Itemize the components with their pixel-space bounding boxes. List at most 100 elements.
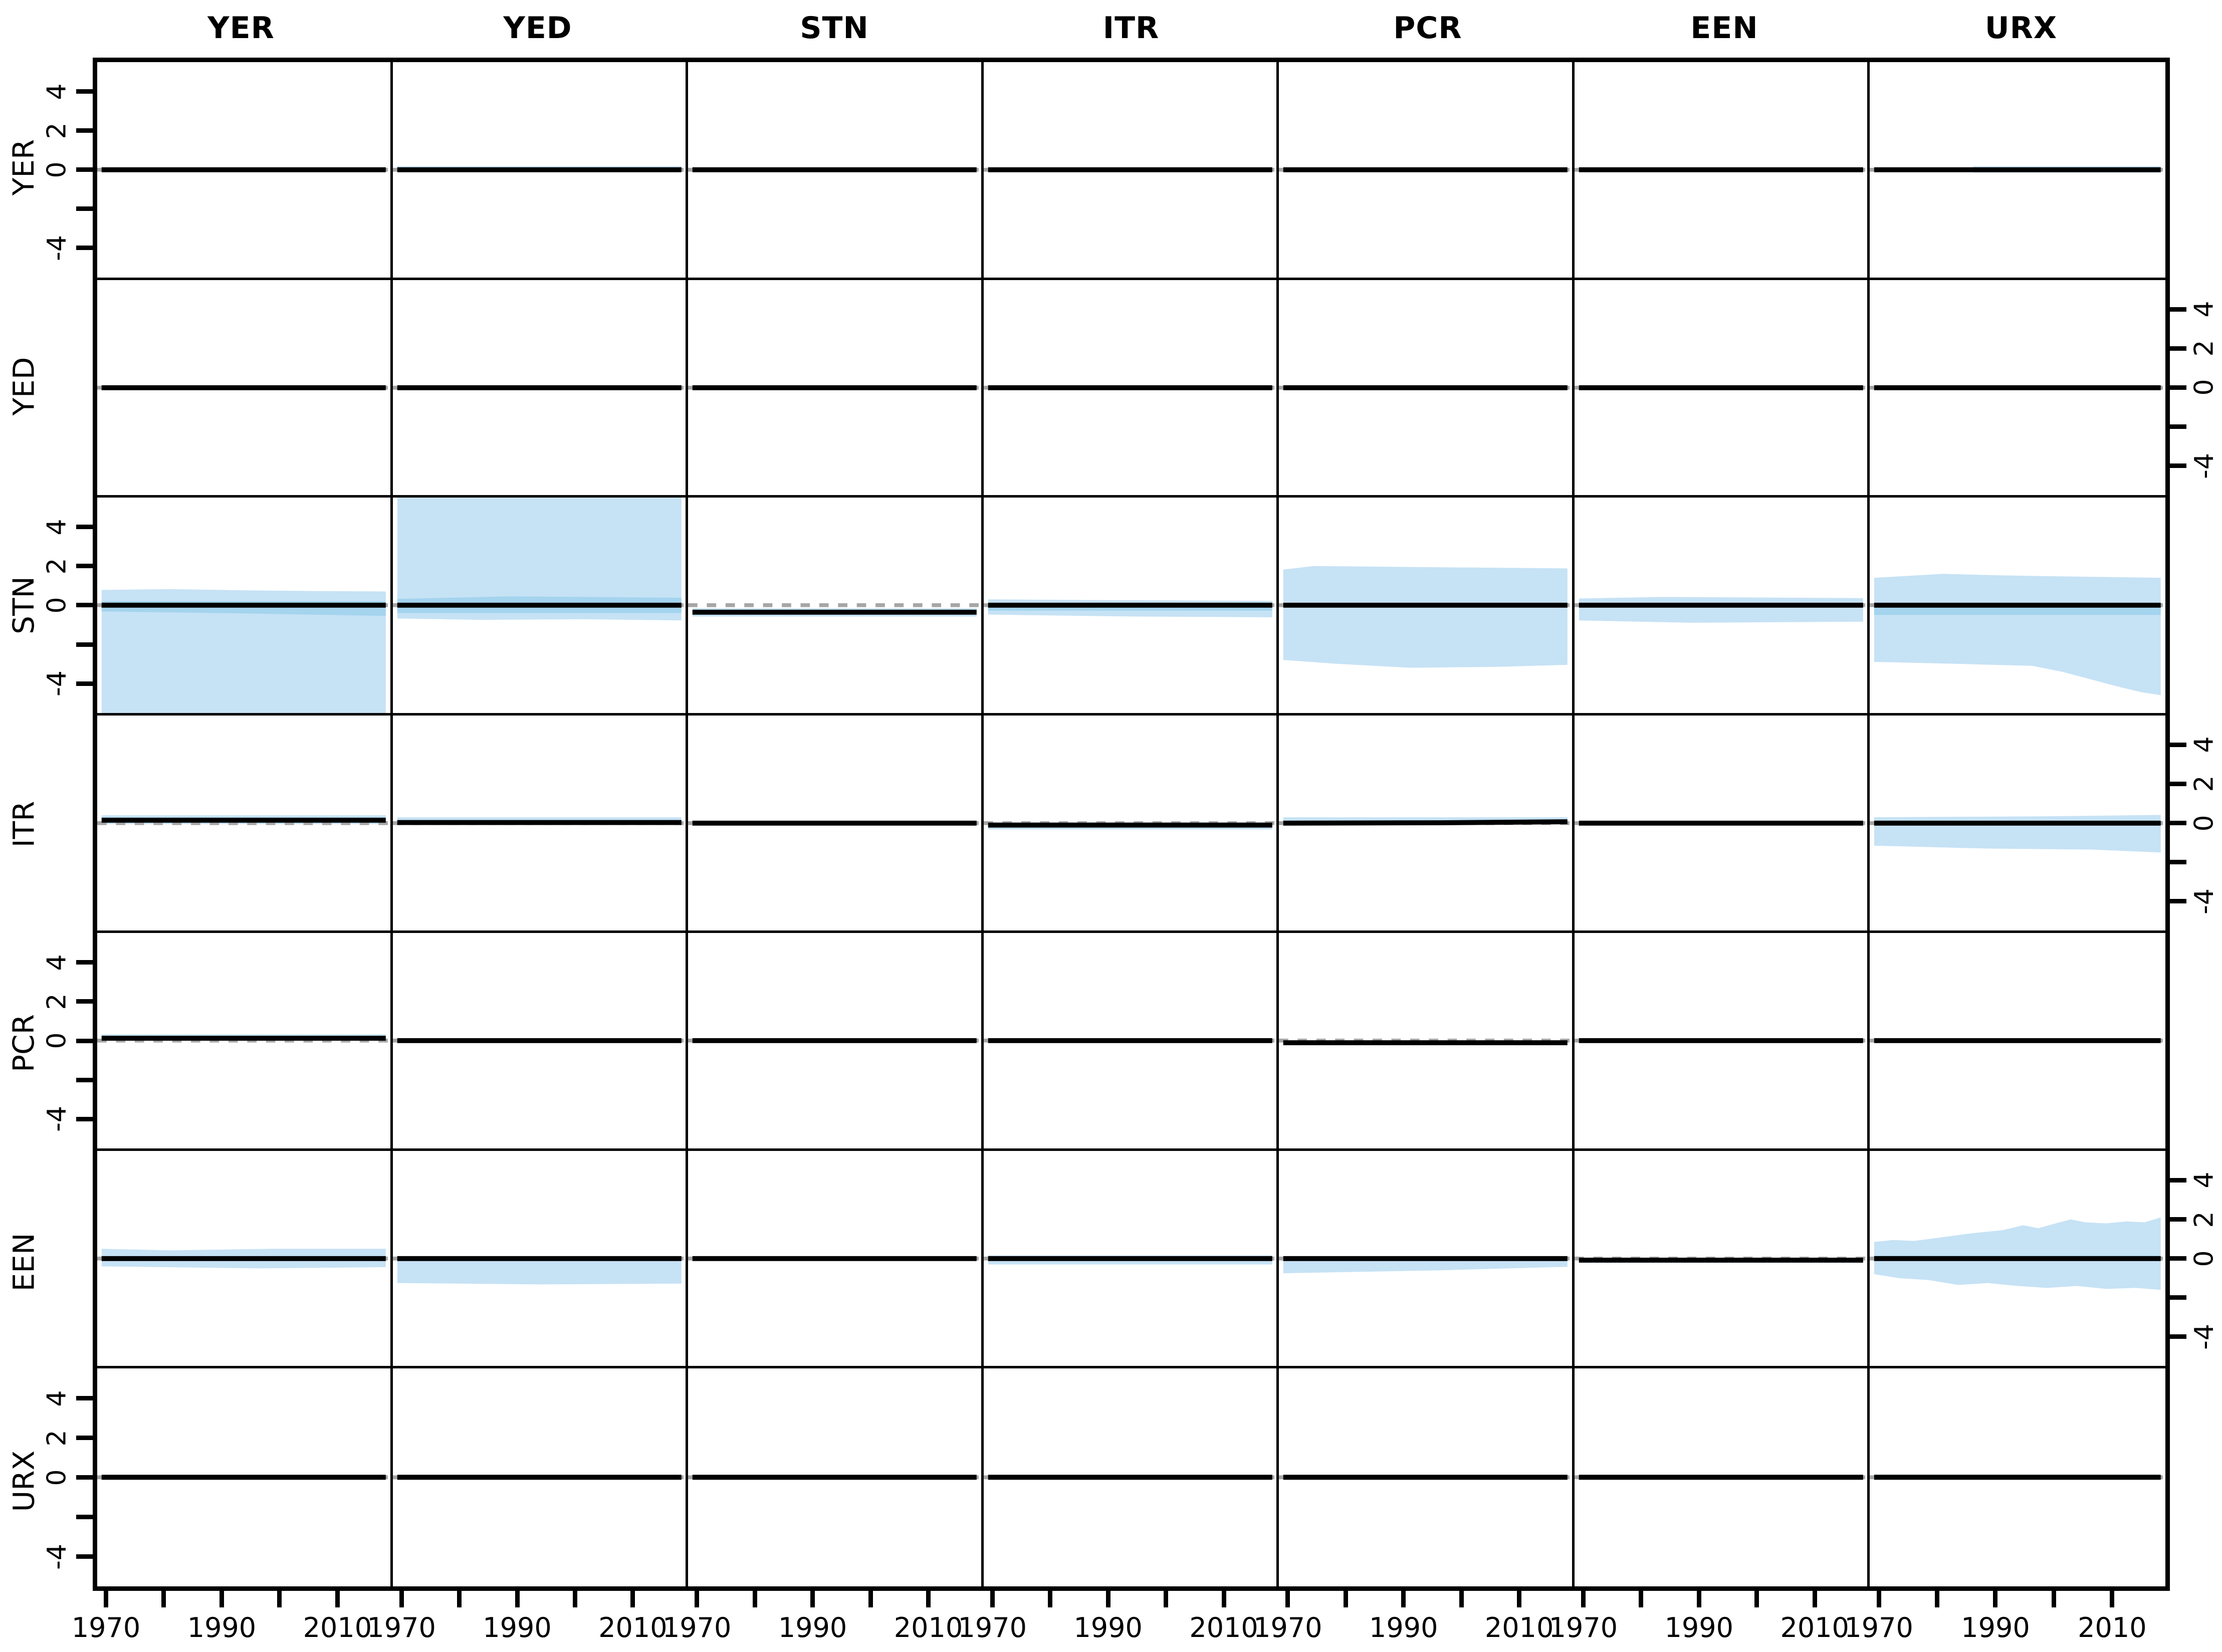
y-tick [76, 1436, 93, 1441]
panel-itr-yer [97, 715, 393, 933]
y-tick [2170, 1256, 2186, 1261]
x-tick [810, 1591, 815, 1607]
x-tick [1401, 1591, 1406, 1607]
y-tick-label-text: 2 [2189, 775, 2219, 792]
panel-plot [1870, 1038, 2165, 1044]
panel-yed-stn [688, 280, 984, 498]
y-tick-label-text: 2 [2189, 1211, 2219, 1228]
y-tick [76, 1515, 93, 1520]
panel-pcr-stn [688, 933, 984, 1151]
panel-stn-een [1574, 498, 1870, 716]
panel-plot [1870, 1217, 2165, 1290]
x-tick [630, 1591, 635, 1607]
panel-stn-pcr [1279, 498, 1575, 716]
y-tick [76, 525, 93, 530]
panel-plot [1574, 385, 1868, 390]
column-header-een: EEN [1576, 7, 1873, 49]
panel-plot [688, 385, 981, 390]
y-tick-label-text: 4 [2189, 301, 2219, 318]
x-tick [104, 1591, 109, 1607]
row-label-pcr: PCR [2, 933, 45, 1152]
y-tick [2170, 1217, 2186, 1222]
x-tick-label: 1970 [1253, 1612, 1322, 1643]
y-tick [76, 167, 93, 172]
x-tick [1459, 1591, 1464, 1607]
x-tick-label: 1990 [1961, 1612, 2030, 1643]
x-tick [1639, 1591, 1644, 1607]
confidence-band [1283, 566, 1568, 668]
y-tick [76, 1475, 93, 1480]
column-header-label: PCR [1393, 11, 1462, 46]
panel-plot [97, 385, 390, 390]
panel-pcr-pcr [1279, 933, 1575, 1151]
y-tick [2170, 463, 2186, 468]
y-tick [76, 1396, 93, 1401]
y-tick [76, 1116, 93, 1121]
column-header-yed: YED [389, 7, 686, 49]
y-tick [2170, 307, 2186, 312]
y-tick-label: 0 [42, 1008, 72, 1073]
panel-plot [97, 1475, 390, 1480]
x-tick-label: 1990 [1369, 1612, 1438, 1643]
x-tick [2110, 1591, 2115, 1607]
y-tick-label-text: -4 [42, 1106, 72, 1132]
y-tick-label-text: -4 [42, 235, 72, 261]
panel-plot [1574, 597, 1868, 623]
panel-plot [688, 603, 981, 617]
x-tick [1993, 1591, 1998, 1607]
y-tick-label-text: 0 [42, 161, 72, 178]
y-tick-label-text: 2 [42, 1430, 72, 1447]
x-tick [868, 1591, 873, 1607]
y-tick-label: 0 [2189, 791, 2219, 856]
x-tick-label: 1990 [1664, 1612, 1734, 1643]
panel-een-pcr [1279, 1150, 1575, 1369]
panel-yer-pcr [1279, 62, 1575, 280]
row-label-stn: STN [2, 496, 45, 715]
y-tick [76, 1077, 93, 1082]
x-tick-label: 1990 [187, 1612, 257, 1643]
x-tick [1164, 1591, 1169, 1607]
x-tick-label: 1970 [1844, 1612, 1913, 1643]
panel-plot [1574, 820, 1868, 826]
x-tick [752, 1591, 757, 1607]
panel-stn-itr [983, 498, 1279, 716]
y-tick-label: -4 [2189, 869, 2219, 934]
y-tick-label-text: 4 [2189, 736, 2219, 753]
panel-yer-een [1574, 62, 1870, 280]
y-tick-label-text: 4 [2189, 1171, 2219, 1189]
y-tick-label-text: 0 [2189, 379, 2219, 396]
row-label-urx: URX [2, 1371, 45, 1591]
y-tick [2170, 1295, 2186, 1300]
panel-plot [1279, 566, 1572, 668]
y-tick [76, 999, 93, 1004]
x-tick-label: 1990 [778, 1612, 847, 1643]
panel-urx-yer [97, 1368, 393, 1586]
y-tick [2170, 424, 2186, 429]
y-tick [2170, 385, 2186, 390]
y-tick [76, 89, 93, 94]
y-tick-label: -4 [42, 1524, 72, 1589]
x-tick [277, 1591, 282, 1607]
panel-een-stn [688, 1150, 984, 1369]
y-tick [2170, 1177, 2186, 1183]
panel-plot [97, 815, 390, 825]
row-label-text: URX [7, 1450, 41, 1512]
x-tick [1105, 1591, 1110, 1607]
confidence-band [1874, 1217, 2161, 1290]
panel-yer-yed [392, 62, 689, 280]
panel-urx-pcr [1279, 1368, 1575, 1586]
panel-plot [1870, 166, 2165, 173]
panel-plot [1870, 1475, 2165, 1480]
panel-plot [97, 1249, 390, 1269]
y-tick-label-text: -4 [2189, 888, 2219, 914]
panel-plot [983, 385, 1277, 390]
panel-plot [392, 1475, 686, 1480]
y-tick [76, 246, 93, 251]
panel-urx-itr [983, 1368, 1279, 1586]
x-tick [219, 1591, 224, 1607]
x-tick [572, 1591, 577, 1607]
row-label-yer: YER [2, 58, 45, 277]
panel-plot [983, 167, 1277, 172]
column-header-label: EEN [1690, 11, 1758, 46]
